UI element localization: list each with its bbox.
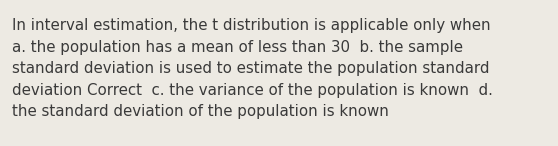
Text: In interval estimation, the t distribution is applicable only when
a. the popula: In interval estimation, the t distributi… — [12, 18, 493, 119]
